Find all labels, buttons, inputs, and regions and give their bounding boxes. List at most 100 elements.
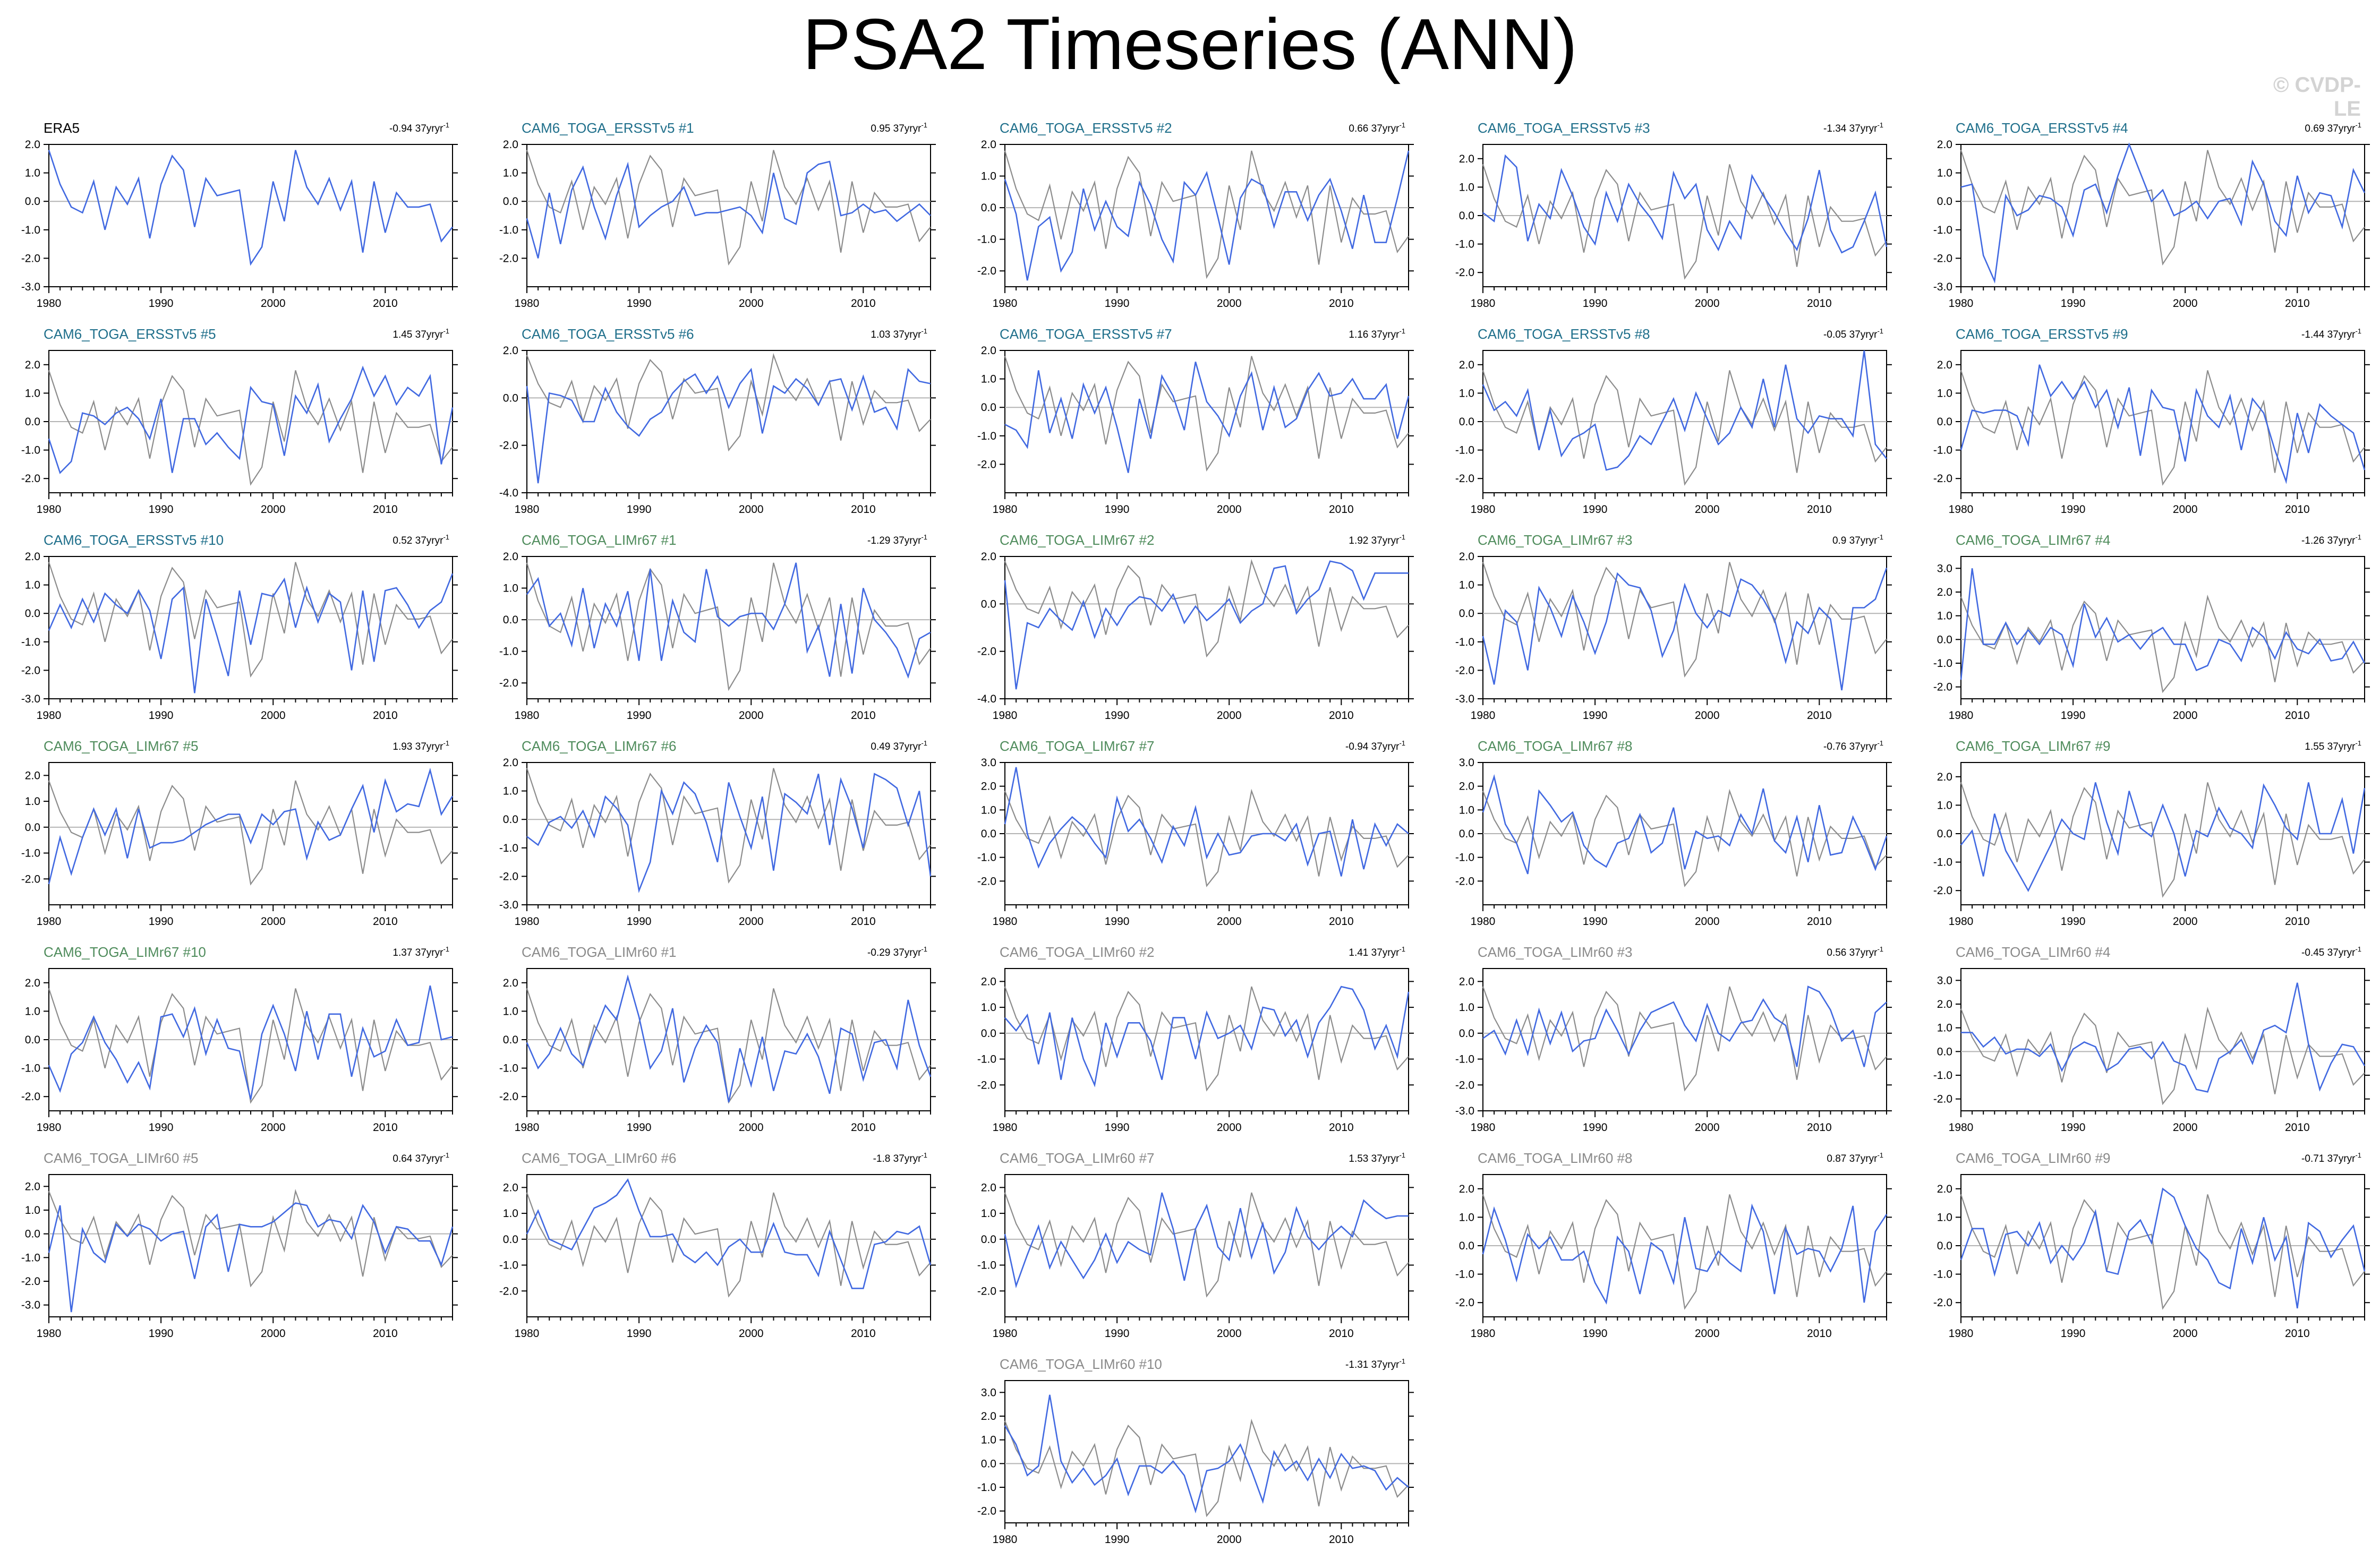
y-tick-label: -3.0 [499, 899, 518, 911]
page-title: PSA2 Timeseries (ANN) [803, 4, 1577, 84]
obs-series-line [1960, 1194, 2365, 1310]
x-tick-label: 1990 [2061, 1327, 2086, 1340]
trend-label: -1.26 37yryr-1 [2301, 533, 2361, 546]
plot-frame [1004, 1380, 1409, 1523]
trend-label: 1.41 37yryr-1 [1349, 945, 1405, 958]
x-tick-label: 2010 [373, 1327, 398, 1340]
y-tick-label: 1.0 [25, 1204, 40, 1216]
panel-17: CAM6_TOGA_LIMr67 #6 0.49 37yryr-1 2.0 1.0 0.… [499, 738, 936, 928]
x-tick-label: 1990 [1105, 1533, 1130, 1546]
y-tick-label: -2.0 [977, 875, 996, 887]
y-tick-label: 0.0 [1937, 195, 1952, 208]
panel-15: CAM6_TOGA_LIMr67 #4 -1.26 37yryr-1 3.0 2.0 1… [1933, 532, 2370, 722]
y-tick-label: -2.0 [977, 646, 996, 658]
y-tick-label: -2.0 [977, 1079, 996, 1091]
y-tick-label: 1.0 [503, 1207, 518, 1220]
x-tick-label: 1990 [1105, 709, 1130, 722]
x-tick-label: 2010 [1807, 503, 1832, 516]
x-tick-label: 1980 [993, 915, 1018, 928]
x-tick-label: 1980 [993, 503, 1018, 516]
series-line [1482, 774, 1888, 875]
y-tick-label: -1.0 [1933, 224, 1952, 236]
x-tick-label: 2000 [2173, 297, 2198, 310]
y-tick-label: -2.0 [1455, 473, 1474, 485]
y-tick-label: 1.0 [1459, 804, 1474, 816]
y-tick-label: -1.0 [1933, 1069, 1952, 1082]
x-tick-label: 2010 [2285, 709, 2310, 722]
y-tick-label: 1.0 [981, 804, 996, 816]
x-tick-label: 2010 [851, 297, 876, 310]
x-tick-label: 2010 [851, 1121, 876, 1134]
y-tick-label: -2.0 [977, 1285, 996, 1297]
y-tick-label: -2.0 [977, 1505, 996, 1518]
x-tick-label: 2000 [1217, 1121, 1242, 1134]
panel-title: CAM6_TOGA_ERSSTv5 #4 [1956, 120, 2128, 136]
x-tick-label: 1990 [1105, 1327, 1130, 1340]
panel-title: ERA5 [44, 120, 80, 136]
panel-1: ERA5 -0.94 37yryr-1 2.0 1.0 0.0 -1.0 -2.0 -3.0 1… [21, 120, 458, 310]
y-tick-label: 2.0 [1937, 998, 1952, 1010]
series-line [526, 562, 931, 679]
y-tick-label: 2.0 [1937, 1183, 1952, 1195]
x-tick-label: 2010 [2285, 1121, 2310, 1134]
y-tick-label: 1.0 [981, 170, 996, 183]
y-tick-label: 2.0 [503, 977, 518, 989]
x-tick-label: 1990 [149, 297, 174, 310]
x-tick-label: 2010 [1329, 297, 1354, 310]
y-tick-label: -2.0 [1933, 681, 1952, 693]
y-tick-label: 3.0 [1937, 974, 1952, 987]
obs-series-line [1960, 1006, 2365, 1106]
obs-series-line [48, 988, 453, 1104]
y-tick-label: 2.0 [503, 551, 518, 563]
panel-title: CAM6_TOGA_ERSSTv5 #8 [1478, 326, 1650, 342]
y-tick-label: 1.0 [1937, 1022, 1952, 1034]
panel-title: CAM6_TOGA_LIMr60 #9 [1956, 1150, 2110, 1166]
x-tick-label: 1990 [627, 915, 652, 928]
x-tick-label: 1980 [1471, 915, 1496, 928]
x-tick-label: 1990 [149, 1121, 174, 1134]
x-tick-label: 1980 [1949, 915, 1974, 928]
y-tick-label: -2.0 [1933, 473, 1952, 485]
obs-series-line [1960, 370, 2365, 486]
trend-label: -1.34 37yryr-1 [1823, 121, 1883, 134]
panel-20: CAM6_TOGA_LIMr67 #9 1.55 37yryr-1 2.0 1.0 0.… [1933, 738, 2370, 928]
y-tick-label: 1.0 [1937, 1211, 1952, 1223]
series-line [1004, 767, 1409, 877]
x-tick-label: 2010 [2285, 297, 2310, 310]
y-tick-label: 1.0 [25, 387, 40, 399]
y-tick-label: 3.0 [981, 1386, 996, 1399]
obs-series-line [1482, 164, 1887, 280]
y-tick-label: 1.0 [1459, 1211, 1474, 1223]
trend-label: -1.31 37yryr-1 [1345, 1357, 1405, 1370]
y-tick-label: 1.0 [1459, 579, 1474, 592]
y-tick-label: 2.0 [25, 1180, 40, 1193]
panel-title: CAM6_TOGA_ERSSTv5 #5 [44, 326, 216, 342]
trend-label: 1.37 37yryr-1 [393, 945, 449, 958]
panel-27: CAM6_TOGA_LIMr60 #6 -1.8 37yryr-1 2.0 1.0 0.… [499, 1150, 936, 1340]
x-tick-label: 2000 [739, 297, 764, 310]
x-tick-label: 1980 [515, 1327, 540, 1340]
x-tick-label: 2010 [373, 709, 398, 722]
y-tick-label: 1.0 [1459, 387, 1474, 399]
y-tick-label: -2.0 [1455, 875, 1474, 887]
y-tick-label: 1.0 [25, 579, 40, 592]
obs-series-line [1960, 594, 2365, 693]
y-tick-label: -2.0 [1455, 1297, 1474, 1309]
series-line [526, 160, 931, 259]
x-tick-label: 2000 [739, 1327, 764, 1340]
trend-label: -1.29 37yryr-1 [867, 533, 927, 546]
y-tick-label: -1.0 [977, 1259, 996, 1272]
trend-label: 0.69 37yryr-1 [2305, 121, 2361, 134]
panel-title: CAM6_TOGA_LIMr60 #7 [1000, 1150, 1154, 1166]
x-tick-label: 1990 [627, 1327, 652, 1340]
panel-16: CAM6_TOGA_LIMr67 #5 1.93 37yryr-1 2.0 1.0 0.… [21, 738, 458, 928]
panel-8: CAM6_TOGA_ERSSTv5 #7 1.16 37yryr-1 2.0 1.0 0… [977, 326, 1414, 516]
y-tick-label: -2.0 [21, 664, 40, 676]
x-tick-label: 2000 [1217, 297, 1242, 310]
y-tick-label: 0.0 [1459, 416, 1474, 428]
x-tick-label: 1980 [515, 709, 540, 722]
y-tick-label: 0.0 [1937, 416, 1952, 428]
x-tick-label: 2000 [2173, 503, 2198, 516]
y-tick-label: 2.0 [981, 975, 996, 988]
y-tick-label: -1.0 [21, 224, 40, 236]
